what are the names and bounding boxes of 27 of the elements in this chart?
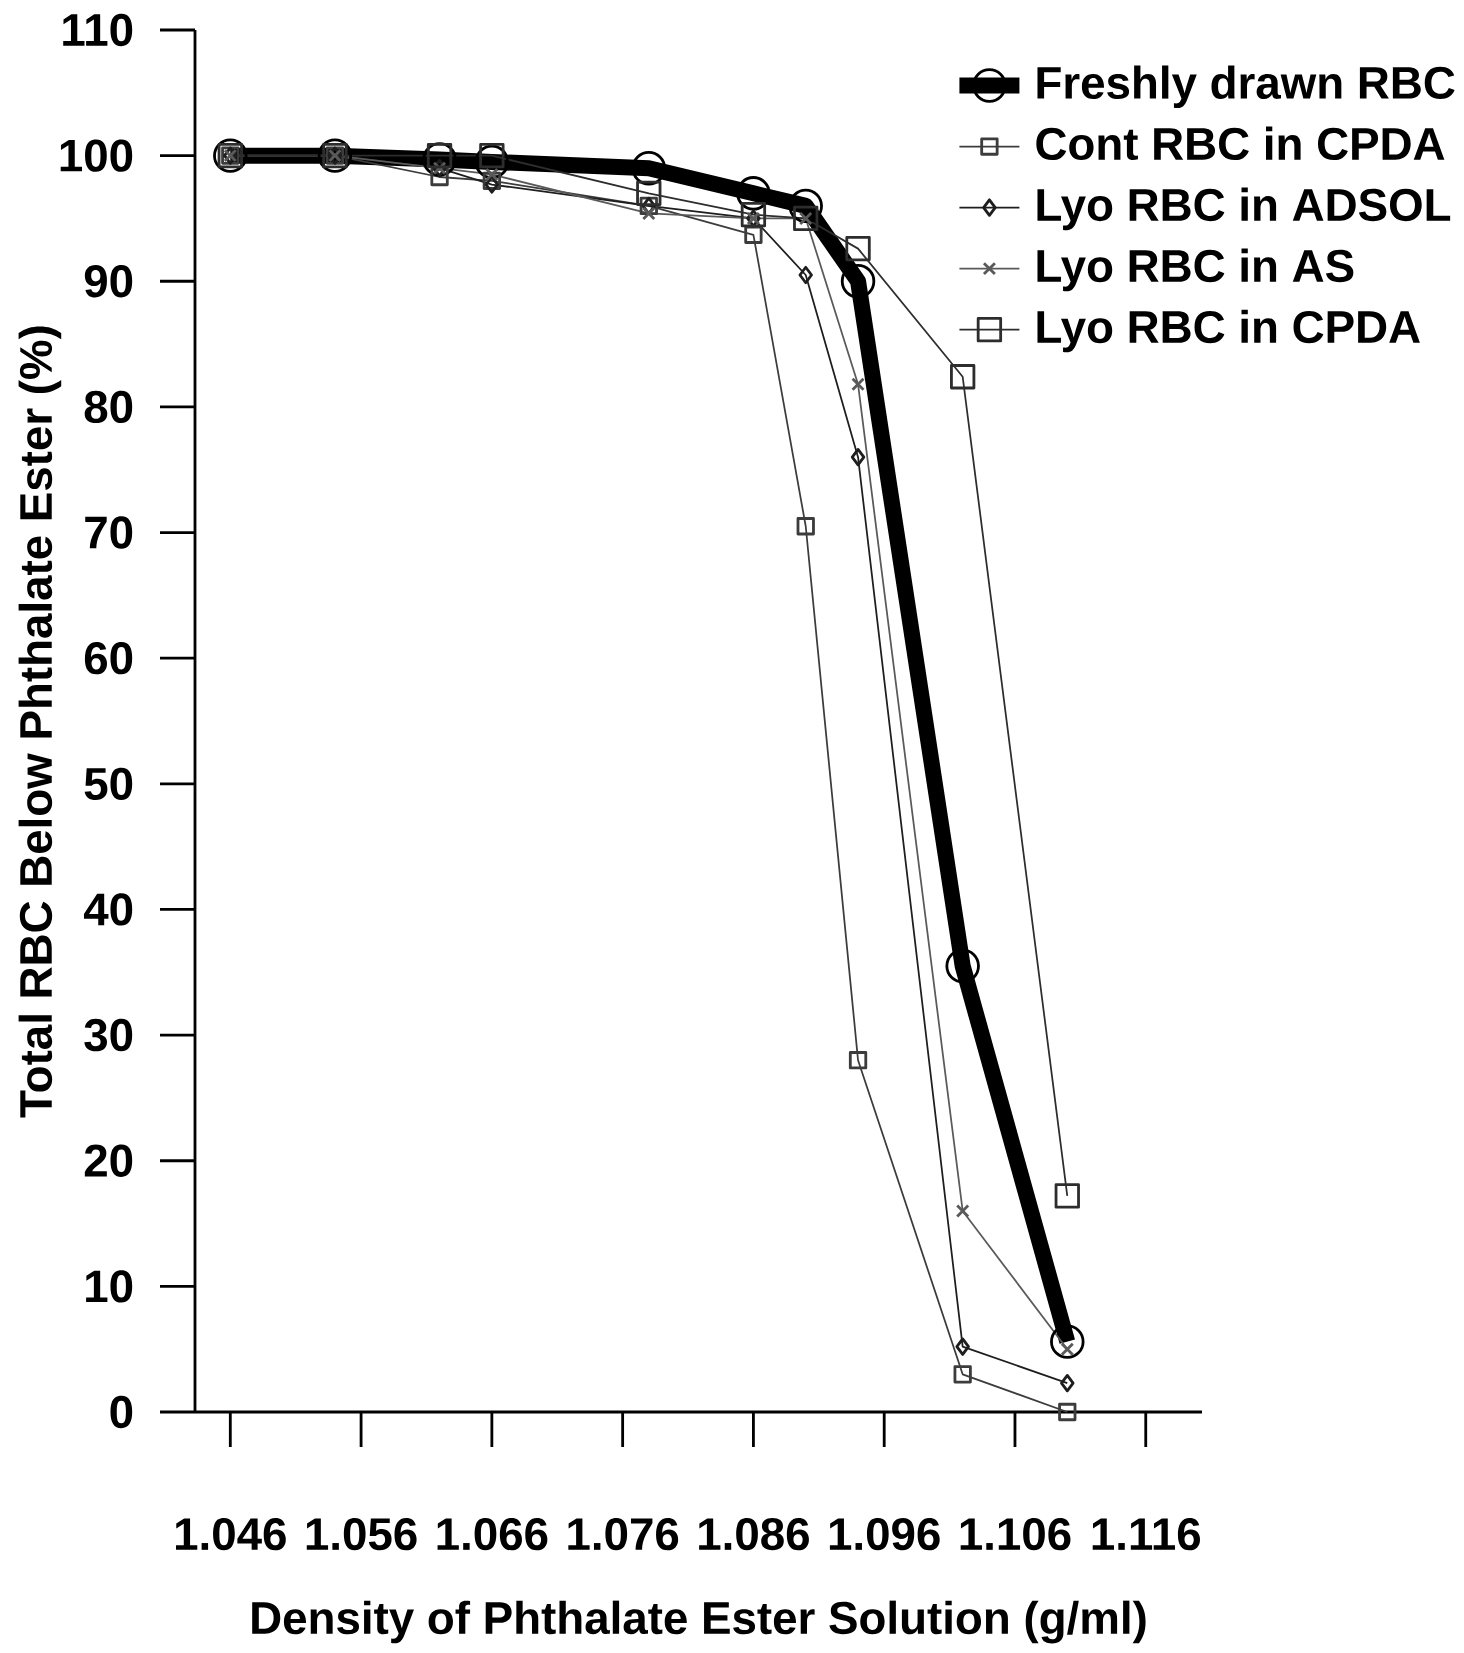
y-tick-label: 10 xyxy=(86,1270,133,1303)
y-tick-label: 110 xyxy=(63,13,133,47)
y-tick-label: 20 xyxy=(84,1144,133,1177)
legend-label: Lyo RBC in AS xyxy=(1037,248,1354,292)
y-tick-label: 90 xyxy=(84,265,133,298)
y-tick-label: 70 xyxy=(85,516,133,549)
x-axis-title: Density of Phthalate Ester Solution (g/ml) xyxy=(252,1600,1146,1644)
x-tick-label: 1.116 xyxy=(1092,1517,1201,1551)
x-tick-label: 1.106 xyxy=(960,1517,1071,1551)
y-tick-label: 40 xyxy=(83,893,133,926)
legend-label: Lyo RBC in ADSOL xyxy=(1037,187,1451,231)
y-tick-label: 100 xyxy=(60,139,133,172)
y-tick-label: 80 xyxy=(84,390,133,424)
x-tick-label: 1.086 xyxy=(699,1517,809,1551)
y-tick-label: 60 xyxy=(84,641,133,675)
legend-label: Lyo RBC in CPDA xyxy=(1037,309,1420,353)
x-tick-label: 1.056 xyxy=(306,1517,417,1551)
legend-label: Freshly drawn RBC xyxy=(1037,65,1455,109)
x-tick-label: 1.046 xyxy=(176,1517,286,1551)
x-tick-label: 1.096 xyxy=(829,1517,940,1551)
y-tick-label: 0 xyxy=(110,1395,133,1429)
y-axis-title: Total RBC Below Phthalate Ester (%) xyxy=(18,326,62,1118)
y-tick-label: 30 xyxy=(84,1018,133,1052)
legend-label: Cont RBC in CPDA xyxy=(1036,126,1445,161)
x-tick-label: 1.076 xyxy=(568,1517,679,1551)
x-tick-label: 1.066 xyxy=(437,1517,548,1551)
y-tick-label: 50 xyxy=(84,767,133,800)
